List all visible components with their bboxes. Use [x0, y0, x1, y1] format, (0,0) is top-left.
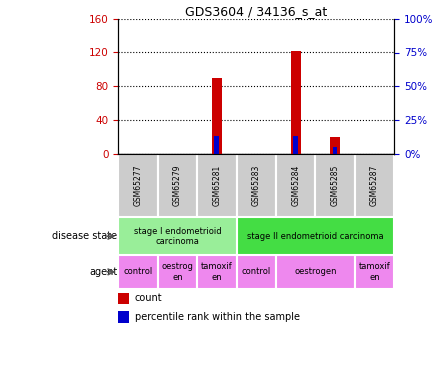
Bar [355, 154, 394, 218]
Bar [276, 154, 315, 218]
Bar [118, 311, 129, 322]
Bar [333, 147, 337, 154]
Bar [237, 255, 276, 289]
Text: stage I endometrioid
carcinoma: stage I endometrioid carcinoma [134, 226, 221, 246]
Bar [315, 154, 355, 218]
Bar [197, 255, 237, 289]
Bar [158, 255, 197, 289]
Bar [293, 136, 298, 154]
Bar [291, 51, 300, 154]
Bar [215, 136, 219, 154]
Bar [118, 292, 129, 304]
Bar [330, 137, 340, 154]
Bar [355, 255, 394, 289]
Text: GSM65277: GSM65277 [134, 165, 142, 206]
Bar [237, 154, 276, 218]
Text: tamoxif
en: tamoxif en [201, 262, 233, 282]
Text: GSM65287: GSM65287 [370, 165, 379, 206]
Text: GSM65283: GSM65283 [252, 165, 261, 206]
Text: GSM65279: GSM65279 [173, 165, 182, 206]
Bar [118, 217, 237, 255]
Text: stage II endometrioid carcinoma: stage II endometrioid carcinoma [247, 232, 384, 241]
Bar [212, 78, 222, 154]
Text: oestrogen: oestrogen [294, 267, 337, 276]
Text: percentile rank within the sample: percentile rank within the sample [135, 312, 300, 322]
Text: GSM65281: GSM65281 [212, 165, 221, 206]
Text: disease state: disease state [53, 231, 117, 241]
Bar [237, 217, 394, 255]
Bar [197, 154, 237, 218]
Bar [158, 154, 197, 218]
Text: tamoxif
en: tamoxif en [359, 262, 390, 282]
Title: GDS3604 / 34136_s_at: GDS3604 / 34136_s_at [185, 4, 327, 18]
Bar [118, 154, 158, 218]
Text: control: control [242, 267, 271, 276]
Text: control: control [124, 267, 152, 276]
Text: count: count [135, 293, 162, 303]
Text: GSM65284: GSM65284 [291, 165, 300, 206]
Bar [276, 255, 355, 289]
Bar [118, 255, 158, 289]
Text: GSM65285: GSM65285 [331, 165, 339, 206]
Text: agent: agent [89, 267, 117, 277]
Text: oestrog
en: oestrog en [162, 262, 193, 282]
